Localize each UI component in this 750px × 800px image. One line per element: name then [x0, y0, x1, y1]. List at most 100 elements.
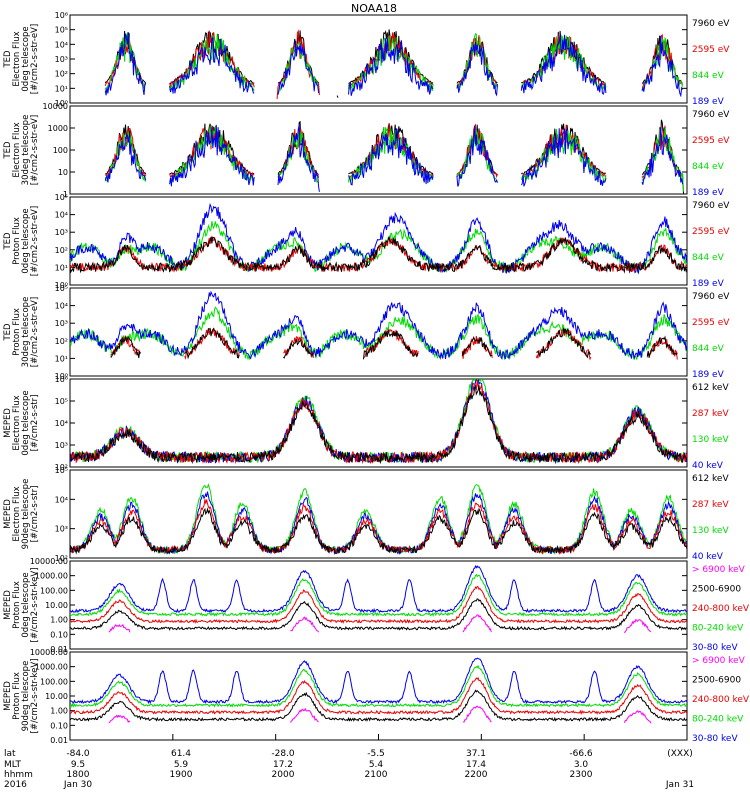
panel-frame — [69, 651, 688, 741]
legend-entry: 844 eV — [692, 162, 725, 172]
series-ch0 — [70, 306, 687, 360]
y-tick-label: 10¹ — [55, 263, 68, 272]
y-label-line: 30deg telescope — [21, 297, 31, 368]
panel-8: 0.01 0.10 1.00 10.00 100.00 1000.00 10000.00 ME… — [3, 648, 750, 745]
y-tick-label: 0.10 — [50, 721, 68, 730]
y-axis-label: TED Electron Flux 0deg telescope [#/cm2-s-s… — [3, 24, 40, 94]
y-tick-label: 10⁴ — [55, 211, 68, 220]
y-tick-label: 10⁴ — [55, 419, 68, 428]
y-tick-label: 10⁰ — [55, 281, 68, 290]
y-tick-label: 100.00 — [40, 586, 68, 595]
series-ch1 — [70, 664, 687, 709]
series-ch4 — [108, 705, 652, 724]
panel-4: 10⁰ 10¹ 10² 10³ 10⁴ 10⁵ TED Proton Flux 30deg te… — [3, 284, 730, 381]
y-tick-label: 10² — [55, 554, 68, 563]
y-tick-label: 10⁶ — [55, 11, 68, 20]
series-ch1 — [70, 491, 687, 556]
y-tick-label: 1000.00 — [35, 663, 68, 672]
y-label-line: MEPED — [3, 408, 13, 438]
series-group — [70, 379, 687, 465]
legend-entry: 612 keV — [692, 474, 729, 484]
y-label-line: Electron Flux — [12, 486, 22, 541]
legend-entry: 287 keV — [692, 409, 729, 419]
x-tick-mlt: 3.0 — [574, 760, 589, 770]
x-tick-date: Jan 31 — [665, 780, 694, 790]
series-ch0 — [70, 379, 687, 464]
y-axis-label: MEPED Electron Flux 90deg telescope [#/cm2-… — [3, 479, 40, 550]
legend-entry: 287 keV — [692, 500, 729, 510]
y-label-line: Proton Flux — [12, 581, 22, 629]
series-group — [70, 202, 687, 275]
y-tick-label: 1000.00 — [35, 572, 68, 581]
series-ch1 — [70, 573, 687, 617]
legend-entry: 844 eV — [692, 344, 725, 354]
x-tick-mlt: 5.9 — [174, 760, 189, 770]
series-ch1 — [70, 379, 687, 465]
x-tick-lat: 37.1 — [466, 749, 486, 759]
y-label-line: 0deg telescope — [21, 26, 31, 91]
legend-entry: 2500-6900 — [692, 585, 741, 595]
y-tick-label: 1 — [63, 190, 68, 199]
y-tick-label: 10⁵ — [55, 397, 68, 406]
legend-entry: 40 keV — [692, 552, 724, 562]
y-tick-label: 10² — [55, 70, 68, 79]
x-tick-mlt: 5.4 — [369, 760, 384, 770]
y-label-line: MEPED — [3, 499, 13, 529]
series-ch3 — [70, 689, 687, 722]
series-ch3 — [70, 507, 687, 556]
legend-entry: 2500-6900 — [692, 676, 741, 686]
panel-frame — [69, 469, 688, 559]
series-group — [70, 564, 687, 634]
legend-entry: 2595 eV — [692, 45, 730, 55]
y-tick-label: 10² — [55, 246, 68, 255]
y-label-line: [#/cm2-s-str] — [30, 486, 40, 543]
y-tick-label: 10⁴ — [55, 40, 68, 49]
series-group — [70, 657, 687, 724]
legend-entry: 40 keV — [692, 461, 724, 471]
y-label-line: Electron Flux — [12, 395, 22, 450]
panel-1: 10⁰ 10¹ 10² 10³ 10⁴ 10⁵ 10⁶ TED Electron Flux 0de… — [3, 11, 730, 108]
y-tick-label: 10.00 — [45, 692, 68, 701]
y-tick-label: 0.01 — [50, 736, 68, 745]
legend-entry: 2595 eV — [692, 227, 730, 237]
y-label-line: 0deg telescope — [21, 208, 31, 273]
y-tick-label: 10000 — [43, 102, 68, 111]
legend-entry: 2595 eV — [692, 136, 730, 146]
y-tick-label: 10000.00 — [30, 648, 68, 657]
x-tick-date: Jan 30 — [63, 780, 92, 790]
x-tick-lat: -66.6 — [569, 749, 593, 759]
y-label-line: TED — [3, 232, 13, 251]
series-ch0 — [70, 483, 687, 556]
series-ch1 — [70, 202, 687, 275]
x-tick-hhmm: 2300 — [570, 770, 593, 780]
x-tick-lat: -28.0 — [271, 749, 295, 759]
x-row-label: 2016 — [4, 780, 27, 790]
series-group — [104, 119, 687, 194]
series-ch1 — [104, 123, 684, 179]
x-tick-lat: (XXX) — [667, 749, 693, 759]
series-ch3 — [70, 384, 687, 465]
legend-entry: 30-80 keV — [692, 643, 738, 653]
y-label-line: [#/cm2-s-str-keV] — [30, 659, 40, 734]
y-label-line: [#/cm2-s-str-eV] — [30, 115, 40, 185]
y-tick-label: 10¹ — [55, 84, 68, 93]
panel-6: 10² 10³ 10⁴ 10⁵ MEPED Electron Flux 90deg tele… — [3, 466, 729, 563]
legend-entry: 7960 eV — [692, 19, 730, 29]
x-tick-hhmm: 2200 — [465, 770, 488, 780]
y-tick-label: 10³ — [55, 55, 68, 64]
series-ch2 — [70, 499, 687, 556]
y-axis-label: MEPED Proton Flux 0deg telescope [#/cm2-s-s… — [3, 568, 40, 643]
x-row-label: lat — [4, 749, 16, 759]
y-label-line: [#/cm2-s-str-eV] — [30, 24, 40, 94]
y-tick-label: 10⁵ — [55, 26, 68, 35]
legend-entry: 130 keV — [692, 435, 729, 445]
y-tick-label: 10⁶ — [55, 375, 68, 384]
y-axis-label: MEPED Electron Flux 0deg telescope [#/cm2-s… — [3, 390, 40, 455]
legend-entry: > 6900 keV — [692, 656, 746, 666]
x-tick-lat: 61.4 — [171, 749, 191, 759]
y-tick-label: 10 — [58, 168, 68, 177]
y-label-line: [#/cm2-s-str-eV] — [30, 297, 40, 367]
series-group — [70, 290, 687, 361]
